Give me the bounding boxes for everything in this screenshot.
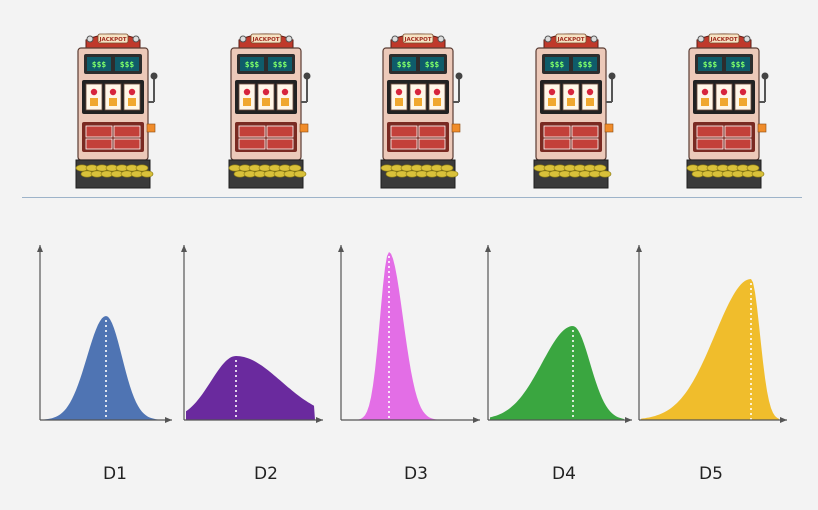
slot-machine-1: JACKPOT $$$ $$$ [75,33,158,189]
coin [440,164,454,172]
display-left: $$$ [550,60,565,69]
distribution-label-d1: D1 [103,464,127,484]
display-right: $$$ [731,60,746,69]
display-left: $$$ [703,60,718,69]
jackpot-sign: JACKPOT [98,37,126,43]
coin [140,170,154,178]
jackpot-sign: JACKPOT [556,37,584,43]
x-axis-arrow [780,417,787,423]
x-axis-arrow [625,417,632,423]
divider-line [22,197,802,198]
distribution-label-d5: D5 [699,464,723,484]
display-right: $$$ [425,60,440,69]
distribution-panel-2 [181,245,323,423]
distribution-label-d4: D4 [552,464,576,484]
display-right: $$$ [120,60,135,69]
distribution-label-d2: D2 [254,464,278,484]
slot-machine-2: JACKPOT $$$ $$$ [228,33,311,189]
coin [598,170,612,178]
distribution-curve [42,316,164,420]
slot-machine-4: JACKPOT $$$ $$$ [533,33,616,189]
reel [543,83,561,111]
coin [445,170,459,178]
slot-machine-3: JACKPOT $$$ $$$ [380,33,463,189]
display-right: $$$ [273,60,288,69]
distribution-panel-3 [338,245,480,423]
slot-machine-5: JACKPOT $$$ $$$ [686,33,769,189]
distribution-panel-4 [485,245,632,423]
reel [734,83,752,111]
y-axis-arrow [338,245,344,252]
distribution-label-d3: D3 [404,464,428,484]
reel [104,83,122,111]
coin [746,164,760,172]
reel [581,83,599,111]
reel [428,83,446,111]
x-axis-arrow [316,417,323,423]
distribution-curve [343,252,472,420]
y-axis-arrow [37,245,43,252]
distribution-curve [186,356,315,420]
distribution-curve [490,326,624,420]
reel [409,83,427,111]
reel [696,83,714,111]
display-left: $$$ [397,60,412,69]
reel [276,83,294,111]
distribution-curve [641,279,779,420]
x-axis-arrow [165,417,172,423]
reel [123,83,141,111]
y-axis-arrow [636,245,642,252]
slot-machines-row: JACKPOT$$$ $$$JACKPOT$$$ $$$JACKPOT$$$ $$$J… [75,33,769,189]
coin [135,164,149,172]
coin [593,164,607,172]
distribution-panel-1 [37,245,172,423]
jackpot-sign: JACKPOT [709,37,737,43]
display-left: $$$ [92,60,107,69]
coin [288,164,302,172]
jackpot-sign: JACKPOT [251,37,279,43]
reel [85,83,103,111]
coin [293,170,307,178]
y-axis-arrow [181,245,187,252]
reel [562,83,580,111]
x-axis-arrow [473,417,480,423]
reel [238,83,256,111]
reel [390,83,408,111]
y-axis-arrow [485,245,491,252]
coin [751,170,765,178]
distribution-panel-5 [636,245,787,423]
distributions-row [37,245,787,423]
reel [257,83,275,111]
display-left: $$$ [245,60,260,69]
jackpot-sign: JACKPOT [403,37,431,43]
display-right: $$$ [578,60,593,69]
reel [715,83,733,111]
